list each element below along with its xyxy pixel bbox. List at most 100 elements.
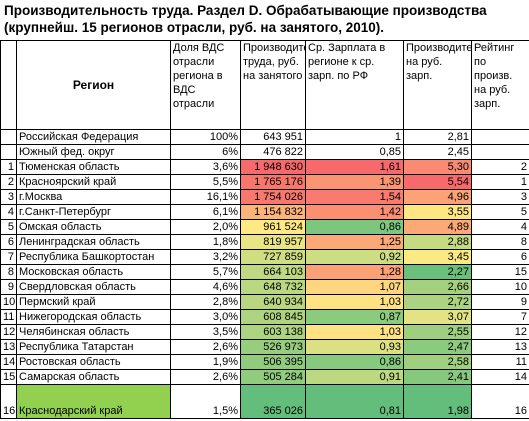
region-cell: Краснодарский край — [16, 384, 171, 419]
table-row: Российская Федерация 100% 643 951 1 2,81 — [0, 129, 529, 145]
rating-cell: 16 — [471, 384, 529, 419]
productivity-cell: 476 822 — [240, 144, 306, 160]
table-row: 12 Челябинская область 3,5% 603 138 1,03 2,55… — [0, 324, 529, 340]
share-cell: 1,5% — [170, 384, 241, 419]
region-cell: Ленинградская область — [16, 234, 171, 250]
wage-ratio-cell: 0,86 — [305, 354, 404, 370]
per-ruble-cell: 2,55 — [403, 324, 472, 340]
wage-ratio-cell: 0,93 — [305, 339, 404, 355]
region-cell: г.Москва — [16, 189, 171, 205]
share-cell: 4,6% — [170, 279, 241, 295]
productivity-cell: 643 951 — [240, 129, 306, 145]
productivity-cell: 640 934 — [240, 294, 306, 310]
rating-cell — [471, 129, 529, 145]
per-ruble-cell: 5,30 — [403, 159, 472, 175]
num-cell: 4 — [0, 204, 17, 220]
table-row: 11 Нижегородская область 3,0% 608 845 0,87 3,… — [0, 309, 529, 325]
title-block: Производительность труда. Раздел D. Обра… — [0, 0, 529, 40]
productivity-cell: 1 948 630 — [240, 159, 306, 175]
per-ruble-cell: 4,89 — [403, 219, 472, 235]
wage-ratio-cell: 0,87 — [305, 309, 404, 325]
data-table: Регион Доля ВДС отрасли региона в ВДС от… — [0, 40, 529, 419]
per-ruble-cell: 2,45 — [403, 144, 472, 160]
rating-cell: 14 — [471, 369, 529, 385]
rating-cell: 10 — [471, 279, 529, 295]
rating-cell: 4 — [471, 219, 529, 235]
region-cell: Ростовская область — [16, 354, 171, 370]
wage-ratio-cell: 1,42 — [305, 204, 404, 220]
share-cell: 3,6% — [170, 159, 241, 175]
share-cell: 2,0% — [170, 219, 241, 235]
per-ruble-cell: 3,45 — [403, 249, 472, 265]
wage-ratio-cell: 0,86 — [305, 219, 404, 235]
header-cell: Ср. Зарплата в регионе к ср. зарп. по РФ — [305, 40, 404, 130]
productivity-cell: 608 845 — [240, 309, 306, 325]
rating-cell: 11 — [471, 354, 529, 370]
productivity-cell: 648 732 — [240, 279, 306, 295]
per-ruble-cell: 3,07 — [403, 309, 472, 325]
table-row: 14 Ростовская область 1,9% 506 395 0,86 2,58 1… — [0, 354, 529, 370]
share-cell: 2,6% — [170, 369, 241, 385]
num-cell: 1 — [0, 159, 17, 175]
wage-ratio-cell: 1,39 — [305, 174, 404, 190]
productivity-cell: 1 154 832 — [240, 204, 306, 220]
table-row: 4 г.Санкт-Петербург 6,1% 1 154 832 1,42 3,55 5 — [0, 204, 529, 220]
region-cell: Республика Башкортостан — [16, 249, 171, 265]
wage-ratio-cell: 1,61 — [305, 159, 404, 175]
table-row: 10 Пермский край 2,8% 640 934 1,03 2,72 9 — [0, 294, 529, 310]
num-cell: 8 — [0, 264, 17, 280]
num-cell: 9 — [0, 279, 17, 295]
region-cell: Республика Татарстан — [16, 339, 171, 355]
num-cell: 3 — [0, 189, 17, 205]
productivity-cell: 1 765 176 — [240, 174, 306, 190]
region-cell: Самарская область — [16, 369, 171, 385]
productivity-cell: 664 103 — [240, 264, 306, 280]
num-cell: 14 — [0, 354, 17, 370]
per-ruble-cell: 2,81 — [403, 129, 472, 145]
share-cell: 6,1% — [170, 204, 241, 220]
num-cell — [0, 129, 17, 145]
table-row: 1 Тюменская область 3,6% 1 948 630 1,61 5,30 2 — [0, 159, 529, 175]
wage-ratio-cell: 1,03 — [305, 324, 404, 340]
wage-ratio-cell: 0,85 — [305, 144, 404, 160]
productivity-cell: 961 524 — [240, 219, 306, 235]
rating-cell: 3 — [471, 189, 529, 205]
num-cell: 6 — [0, 234, 17, 250]
wage-ratio-cell: 0,91 — [305, 369, 404, 385]
share-cell: 5,7% — [170, 264, 241, 280]
table-row: 9 Свердловская область 4,6% 648 732 1,07 2,66… — [0, 279, 529, 295]
table-row: 6 Ленинградская область 1,8% 819 957 1,25 2,8… — [0, 234, 529, 250]
share-cell: 3,2% — [170, 249, 241, 265]
per-ruble-cell: 2,41 — [403, 369, 472, 385]
share-cell: 3,0% — [170, 309, 241, 325]
rating-cell: 12 — [471, 324, 529, 340]
header-cell: Регион — [16, 40, 171, 130]
num-cell: 5 — [0, 219, 17, 235]
per-ruble-cell: 2,27 — [403, 264, 472, 280]
rating-cell: 6 — [471, 249, 529, 265]
per-ruble-cell: 2,72 — [403, 294, 472, 310]
table-row: 13 Республика Татарстан 2,6% 526 973 0,93 2,4… — [0, 339, 529, 355]
per-ruble-cell: 3,55 — [403, 204, 472, 220]
num-cell: 10 — [0, 294, 17, 310]
region-cell: Челябинская область — [16, 324, 171, 340]
share-cell: 2,8% — [170, 294, 241, 310]
region-cell: Омская область — [16, 219, 171, 235]
header-row: Регион Доля ВДС отрасли региона в ВДС от… — [0, 40, 529, 130]
rating-cell: 8 — [471, 234, 529, 250]
region-cell: г.Санкт-Петербург — [16, 204, 171, 220]
share-cell: 100% — [170, 129, 241, 145]
productivity-cell: 526 973 — [240, 339, 306, 355]
per-ruble-cell: 5,54 — [403, 174, 472, 190]
header-cell: Доля ВДС отрасли региона в ВДС отрасли — [170, 40, 241, 130]
per-ruble-cell: 2,66 — [403, 279, 472, 295]
wage-ratio-cell: 1,54 — [305, 189, 404, 205]
wage-ratio-cell: 1,28 — [305, 264, 404, 280]
rating-cell: 1 — [471, 174, 529, 190]
num-cell: 16 — [0, 384, 17, 419]
region-cell: Нижегородская область — [16, 309, 171, 325]
productivity-cell: 365 026 — [240, 384, 306, 419]
num-cell: 7 — [0, 249, 17, 265]
